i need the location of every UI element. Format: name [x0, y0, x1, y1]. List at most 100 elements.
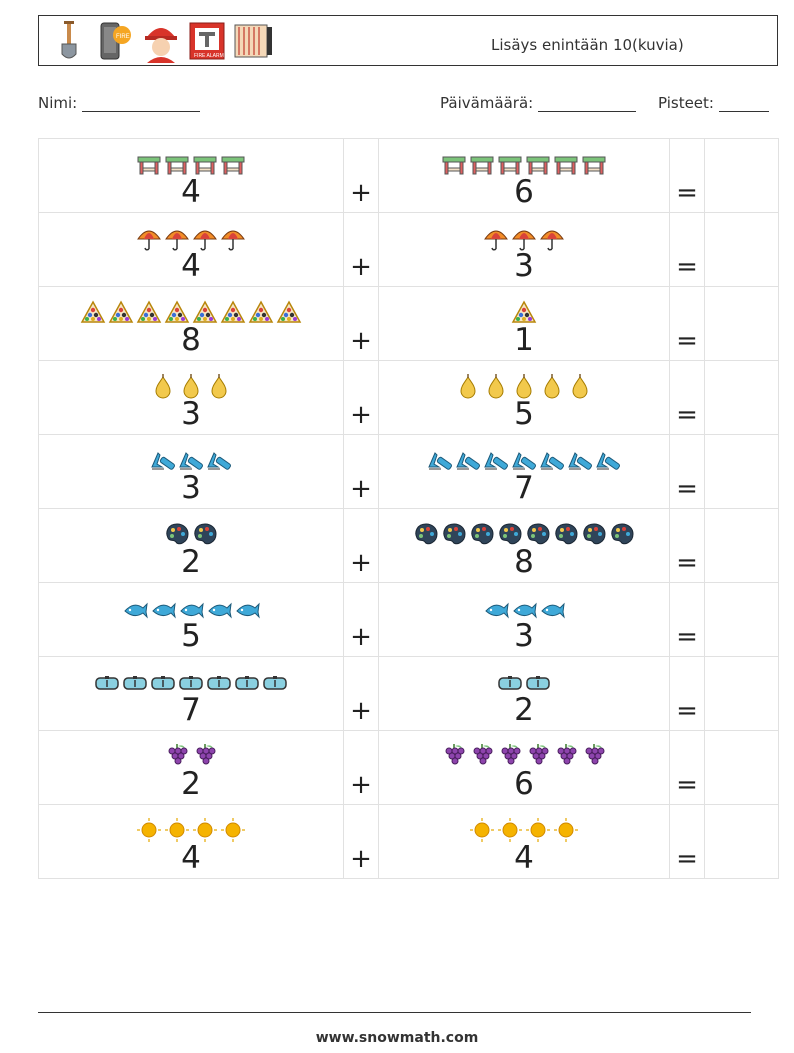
tube-icon [484, 452, 508, 470]
pear-icon [572, 374, 588, 399]
goggles-icon [235, 676, 259, 690]
second-addend: 6 [514, 174, 534, 210]
answer-cell[interactable] [704, 730, 779, 805]
pear-icon [460, 374, 476, 399]
umbrella-icon [137, 230, 161, 251]
plus-cell: + [343, 582, 379, 657]
answer-cell[interactable] [704, 286, 779, 361]
footer-divider [38, 1012, 751, 1013]
first-addend-pictures [39, 515, 343, 547]
sun-icon [221, 818, 245, 842]
second-addend: 5 [514, 396, 534, 432]
problems-table: 4 +6 = 4 +3 = 8 +1 = 3 +5 = 3 +7 = 2 +8 = 5 +3 = 7 +2 = 2 +6 = 4 +4 = [38, 138, 779, 879]
pear-icon [544, 374, 560, 399]
palette-icon [611, 523, 634, 545]
equals-cell: = [669, 730, 705, 805]
equals-cell: = [669, 508, 705, 583]
fire-hose-icon [233, 19, 273, 63]
goggles-icon [498, 676, 522, 690]
answer-cell[interactable] [704, 434, 779, 509]
worksheet-title: Lisäys enintään 10(kuvia) [491, 36, 684, 54]
table-icon [137, 156, 161, 175]
answer-cell[interactable] [704, 138, 779, 213]
second-addend-pictures [379, 367, 669, 399]
second-addend: 7 [514, 470, 534, 506]
plus-cell: + [343, 138, 379, 213]
billiards-icon [248, 300, 274, 323]
worksheet-header: FIRE FIRE ALARM Lisäys enintään 10(kuvia… [38, 15, 778, 66]
problem-row: 5 +3 = [38, 582, 779, 657]
goggles-icon [263, 676, 287, 690]
first-addend-cell: 7 [38, 656, 344, 731]
first-addend: 5 [181, 618, 201, 654]
billiards-icon [276, 300, 302, 323]
fire-alarm-icon: FIRE ALARM [187, 19, 227, 63]
shovel-icon [49, 19, 89, 63]
plus-sign: + [350, 400, 372, 430]
second-addend: 3 [514, 248, 534, 284]
answer-cell[interactable] [704, 656, 779, 731]
billiards-icon [80, 300, 106, 323]
tube-icon [151, 452, 175, 470]
equals-sign: = [676, 844, 698, 874]
first-addend-cell: 4 [38, 212, 344, 287]
plus-cell: + [343, 286, 379, 361]
score-blank[interactable] [718, 97, 769, 112]
date-field[interactable]: Päivämäärä: [440, 94, 636, 112]
answer-cell[interactable] [704, 804, 779, 879]
fish-icon [541, 602, 565, 619]
answer-cell[interactable] [704, 582, 779, 657]
name-blank[interactable] [82, 97, 201, 112]
goggles-icon [151, 676, 175, 690]
second-addend: 3 [514, 618, 534, 654]
problem-row: 4 +4 = [38, 804, 779, 879]
answer-cell[interactable] [704, 212, 779, 287]
first-addend: 4 [181, 840, 201, 876]
grapes-icon [501, 744, 521, 765]
tube-icon [512, 452, 536, 470]
second-addend: 8 [514, 544, 534, 580]
palette-icon [527, 523, 550, 545]
problem-row: 2 +6 = [38, 730, 779, 805]
first-addend-pictures [39, 293, 343, 325]
tube-icon [207, 452, 231, 470]
footer-url: www.snowmath.com [315, 1030, 479, 1046]
sun-icon [165, 818, 189, 842]
plus-sign: + [350, 622, 372, 652]
plus-cell: + [343, 434, 379, 509]
answer-cell[interactable] [704, 508, 779, 583]
plus-sign: + [350, 548, 372, 578]
sun-icon [526, 818, 550, 842]
second-addend-pictures [379, 811, 669, 843]
second-addend-cell: 8 [378, 508, 670, 583]
grapes-icon [196, 744, 216, 765]
goggles-icon [207, 676, 231, 690]
palette-icon [499, 523, 522, 545]
palette-icon [166, 523, 189, 545]
date-blank[interactable] [538, 97, 636, 112]
pear-icon [516, 374, 532, 399]
sun-icon [470, 818, 494, 842]
plus-sign: + [350, 252, 372, 282]
pear-icon [183, 374, 199, 399]
first-addend-cell: 3 [38, 360, 344, 435]
first-addend-pictures [39, 663, 343, 695]
sun-icon [554, 818, 578, 842]
name-field[interactable]: Nimi: [38, 94, 201, 112]
billiards-icon [136, 300, 162, 323]
answer-cell[interactable] [704, 360, 779, 435]
equals-sign: = [676, 326, 698, 356]
umbrella-icon [165, 230, 189, 251]
first-addend-pictures [39, 589, 343, 621]
second-addend: 1 [514, 322, 534, 358]
umbrella-icon [193, 230, 217, 251]
grapes-icon [445, 744, 465, 765]
sun-icon [137, 818, 161, 842]
second-addend-cell: 4 [378, 804, 670, 879]
second-addend-cell: 6 [378, 730, 670, 805]
score-field[interactable]: Pisteet: [658, 94, 769, 112]
billiards-icon [192, 300, 218, 323]
pear-icon [211, 374, 227, 399]
problem-row: 4 +6 = [38, 138, 779, 213]
first-addend: 4 [181, 174, 201, 210]
